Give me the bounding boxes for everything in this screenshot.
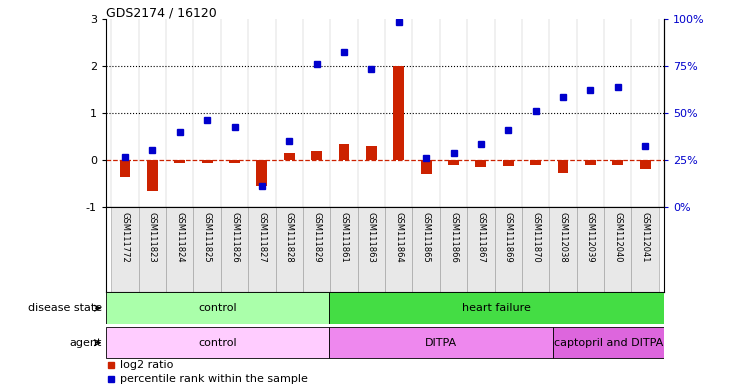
Bar bbox=[585, 161, 596, 165]
FancyBboxPatch shape bbox=[495, 207, 522, 292]
FancyBboxPatch shape bbox=[412, 207, 439, 292]
Bar bbox=[639, 161, 650, 169]
Text: GSM111863: GSM111863 bbox=[367, 212, 376, 262]
Bar bbox=[475, 161, 486, 167]
Bar bbox=[256, 161, 267, 186]
FancyBboxPatch shape bbox=[193, 207, 221, 292]
Text: GSM111823: GSM111823 bbox=[148, 212, 157, 262]
FancyBboxPatch shape bbox=[439, 207, 467, 292]
FancyBboxPatch shape bbox=[248, 207, 276, 292]
Text: agent: agent bbox=[70, 338, 102, 348]
Text: GSM111772: GSM111772 bbox=[120, 212, 129, 262]
Text: captopril and DITPA: captopril and DITPA bbox=[554, 338, 663, 348]
Bar bbox=[120, 161, 131, 177]
Bar bbox=[503, 161, 514, 166]
Bar bbox=[612, 161, 623, 165]
Bar bbox=[284, 153, 295, 161]
FancyBboxPatch shape bbox=[106, 327, 329, 358]
FancyBboxPatch shape bbox=[385, 207, 412, 292]
Text: log2 ratio: log2 ratio bbox=[120, 360, 173, 370]
FancyBboxPatch shape bbox=[111, 207, 139, 292]
FancyBboxPatch shape bbox=[106, 293, 329, 324]
Text: GSM111867: GSM111867 bbox=[477, 212, 485, 262]
Text: percentile rank within the sample: percentile rank within the sample bbox=[120, 374, 307, 384]
FancyBboxPatch shape bbox=[577, 207, 604, 292]
Text: GSM112041: GSM112041 bbox=[641, 212, 650, 262]
Text: GSM111824: GSM111824 bbox=[175, 212, 184, 262]
Bar bbox=[420, 161, 431, 174]
FancyBboxPatch shape bbox=[166, 207, 193, 292]
FancyBboxPatch shape bbox=[276, 207, 303, 292]
FancyBboxPatch shape bbox=[604, 207, 631, 292]
FancyBboxPatch shape bbox=[303, 207, 331, 292]
Text: GDS2174 / 16120: GDS2174 / 16120 bbox=[106, 6, 217, 19]
Text: GSM111865: GSM111865 bbox=[422, 212, 431, 262]
Bar bbox=[558, 161, 569, 174]
Text: GSM111825: GSM111825 bbox=[203, 212, 212, 262]
Text: GSM111869: GSM111869 bbox=[504, 212, 512, 262]
FancyBboxPatch shape bbox=[329, 293, 664, 324]
Text: GSM111829: GSM111829 bbox=[312, 212, 321, 262]
Bar bbox=[393, 66, 404, 161]
Text: heart failure: heart failure bbox=[462, 303, 531, 313]
FancyBboxPatch shape bbox=[553, 327, 664, 358]
FancyBboxPatch shape bbox=[467, 207, 495, 292]
Text: GSM111861: GSM111861 bbox=[339, 212, 348, 262]
Bar bbox=[174, 161, 185, 163]
Bar bbox=[229, 161, 240, 163]
Bar bbox=[366, 146, 377, 161]
FancyBboxPatch shape bbox=[331, 207, 358, 292]
Bar bbox=[530, 161, 541, 165]
FancyBboxPatch shape bbox=[631, 207, 659, 292]
Bar bbox=[147, 161, 158, 191]
Text: disease state: disease state bbox=[28, 303, 102, 313]
Text: GSM111866: GSM111866 bbox=[449, 212, 458, 262]
Text: control: control bbox=[199, 338, 237, 348]
Text: control: control bbox=[199, 303, 237, 313]
Bar bbox=[201, 161, 212, 163]
Bar bbox=[311, 151, 322, 161]
Text: GSM111870: GSM111870 bbox=[531, 212, 540, 262]
Text: GSM112038: GSM112038 bbox=[558, 212, 567, 262]
FancyBboxPatch shape bbox=[550, 207, 577, 292]
FancyBboxPatch shape bbox=[139, 207, 166, 292]
FancyBboxPatch shape bbox=[221, 207, 248, 292]
Bar bbox=[339, 144, 350, 161]
Text: DITPA: DITPA bbox=[425, 338, 457, 348]
FancyBboxPatch shape bbox=[329, 327, 553, 358]
Text: GSM112040: GSM112040 bbox=[613, 212, 622, 262]
Text: GSM111828: GSM111828 bbox=[285, 212, 293, 262]
Bar bbox=[448, 161, 459, 165]
Text: GSM111827: GSM111827 bbox=[258, 212, 266, 262]
FancyBboxPatch shape bbox=[522, 207, 550, 292]
Text: GSM111826: GSM111826 bbox=[230, 212, 239, 262]
FancyBboxPatch shape bbox=[358, 207, 385, 292]
Text: GSM111864: GSM111864 bbox=[394, 212, 403, 262]
Text: GSM112039: GSM112039 bbox=[586, 212, 595, 262]
